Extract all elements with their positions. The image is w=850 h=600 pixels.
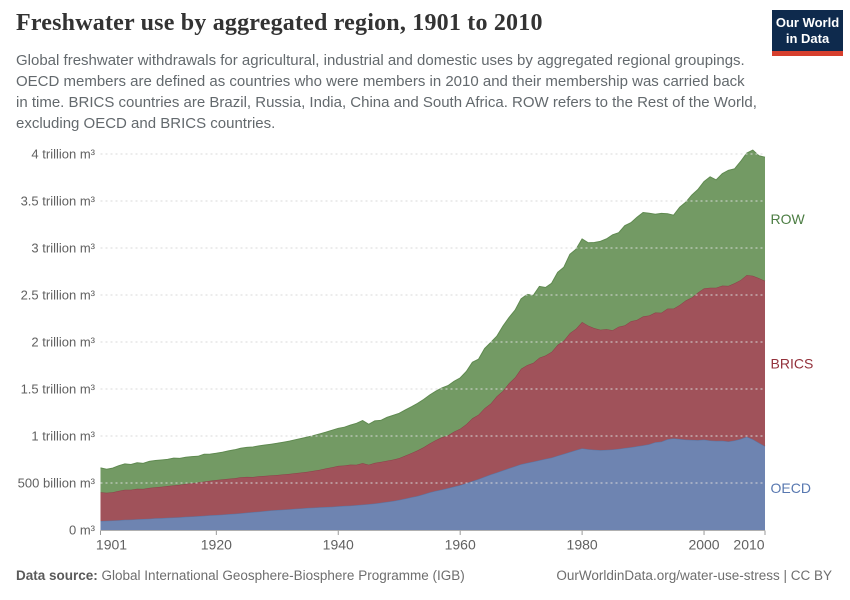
area-row <box>100 150 765 493</box>
series-label-oecd: OECD <box>771 480 811 496</box>
x-tick-label: 2010 <box>733 537 764 553</box>
y-tick-label: 0 m³ <box>69 523 96 538</box>
x-tick-label: 1901 <box>96 537 127 553</box>
x-tick-label: 2000 <box>688 537 719 553</box>
x-tick-label: 1940 <box>323 537 354 553</box>
area-brics <box>100 275 765 521</box>
owid-credit-link[interactable]: OurWorldinData.org/water-use-stress | CC… <box>556 568 832 583</box>
y-tick-label: 2.5 trillion m³ <box>21 288 96 303</box>
owid-logo-line2: in Data <box>785 31 830 46</box>
series-label-brics: BRICS <box>771 356 814 372</box>
x-tick-label: 1980 <box>567 537 598 553</box>
owid-logo: Our World in Data <box>772 10 843 56</box>
y-tick-label: 3 trillion m³ <box>31 241 95 256</box>
area-oecd <box>100 436 765 530</box>
y-tick-label: 4 trillion m³ <box>31 147 95 162</box>
y-tick-label: 3.5 trillion m³ <box>21 194 96 209</box>
area-topline-row <box>100 149 766 470</box>
y-tick-label: 1 trillion m³ <box>31 429 95 444</box>
y-tick-label: 500 billion m³ <box>18 476 96 491</box>
owid-logo-line1: Our World <box>775 15 840 30</box>
chart-footer: Data source: Global International Geosph… <box>16 568 832 583</box>
chart-subtitle: Global freshwater withdrawals for agricu… <box>16 52 757 132</box>
data-source-label: Data source: <box>16 568 98 583</box>
data-source-value: Global International Geosphere-Biosphere… <box>97 568 465 583</box>
series-label-row: ROW <box>771 211 806 227</box>
data-source: Data source: Global International Geosph… <box>16 568 465 583</box>
y-tick-label: 1.5 trillion m³ <box>21 382 96 397</box>
page-title: Freshwater use by aggregated region, 190… <box>16 10 543 36</box>
x-tick-label: 1960 <box>445 537 476 553</box>
x-tick-label: 1920 <box>201 537 232 553</box>
y-tick-label: 2 trillion m³ <box>31 335 95 350</box>
